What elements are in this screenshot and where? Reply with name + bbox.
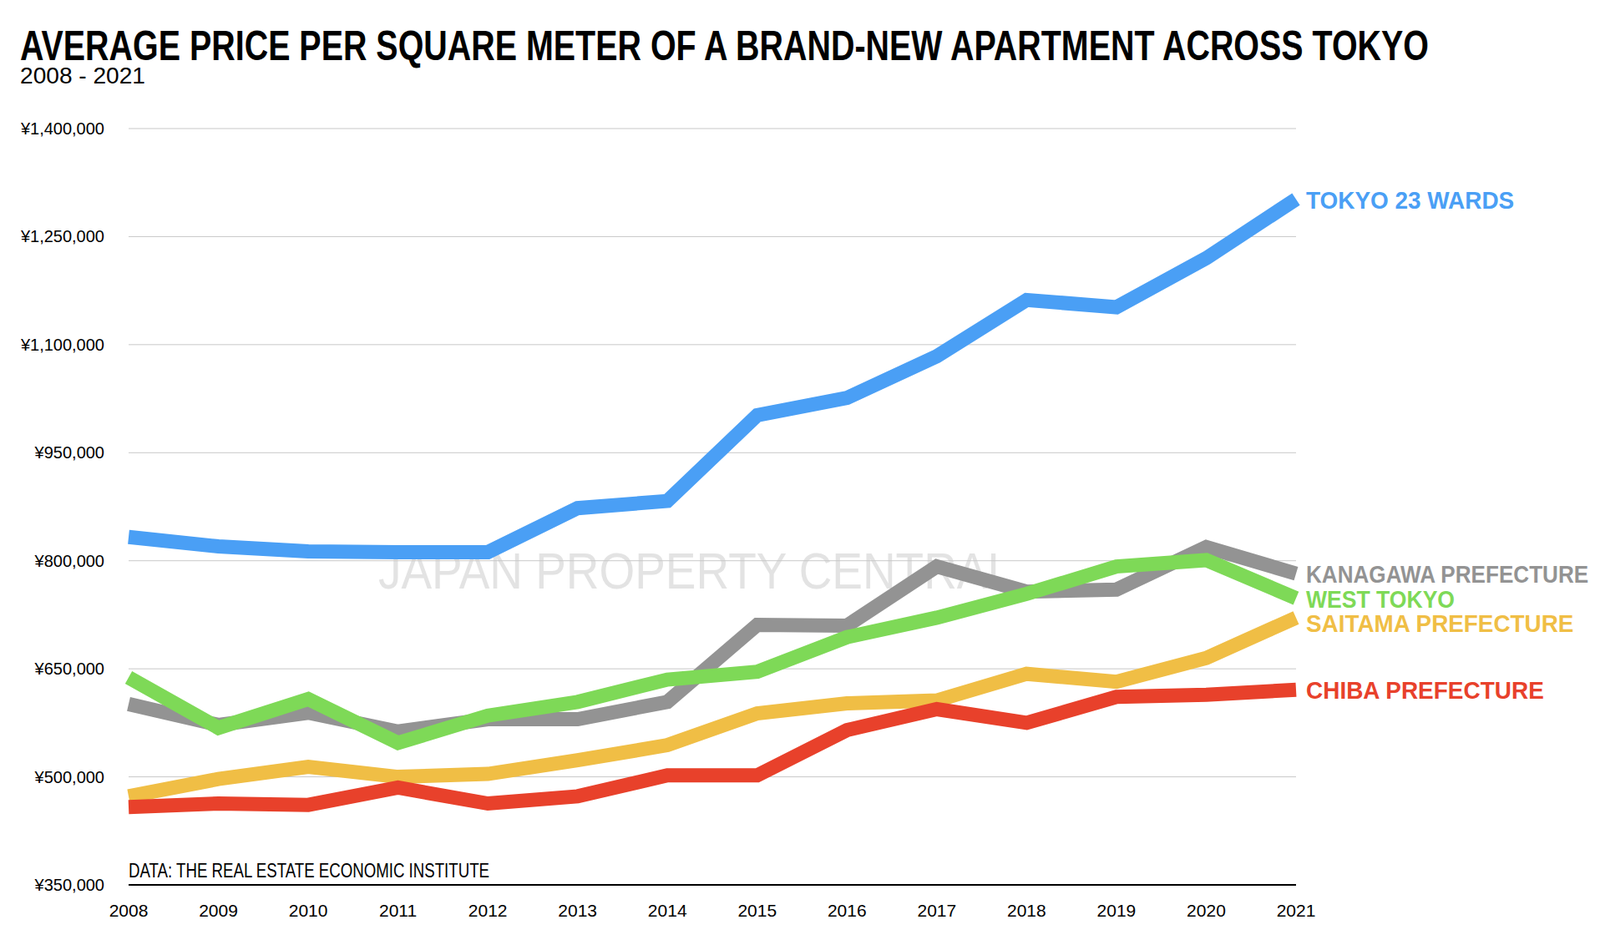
source: DATA: THE REAL ESTATE ECONOMIC INSTITUTE [128,860,490,882]
legend-label: CHIBA PREFECTURE [1306,677,1545,704]
x-tick-label: 2018 [1007,901,1047,921]
y-tick-label: ¥350,000 [34,875,105,895]
title: AVERAGE PRICE PER SQUARE METER OF A BRAN… [20,22,1429,70]
y-tick-label: ¥500,000 [34,768,105,787]
y-tick-label: ¥1,100,000 [20,335,105,355]
grid-line [128,128,1297,130]
y-tick-label: ¥650,000 [34,659,105,679]
y-tick-label: ¥800,000 [34,551,105,571]
legend-label: KANAGAWA PREFECTURE [1306,561,1589,588]
y-tick-label: ¥950,000 [34,443,105,462]
legend-label: WEST TOKYO [1306,586,1455,613]
x-tick-label: 2012 [468,901,508,921]
x-tick-label: 2011 [379,901,417,921]
x-tick-label: 2019 [1097,901,1137,921]
x-tick-label: 2021 [1276,901,1317,921]
legend-label: SAITAMA PREFECTURE [1306,610,1574,638]
subtitle: 2008 - 2021 [20,62,146,89]
grid-line [128,344,1297,345]
x-tick-label: 2014 [648,901,688,921]
chart: AVERAGE PRICE PER SQUARE METER OF A BRAN… [0,0,1600,945]
series-line [128,199,1297,553]
x-axis-line [128,884,1297,887]
x-tick-label: 2020 [1186,901,1226,921]
x-tick-label: 2017 [916,901,957,921]
y-tick-label: ¥1,250,000 [20,227,105,246]
x-tick-label: 2010 [288,901,329,921]
x-tick-label: 2008 [109,901,149,921]
y-tick-label: ¥1,400,000 [20,119,105,138]
x-tick-label: 2013 [557,901,598,921]
lines [128,199,1297,808]
legend-label: TOKYO 23 WARDS [1306,187,1514,214]
grid-line [128,236,1297,238]
x-tick-label: 2015 [737,901,777,921]
x-tick-label: 2009 [198,901,238,921]
series-line [128,560,1297,744]
grid [128,128,1297,886]
series-line [128,689,1297,808]
x-tick-label: 2016 [827,901,867,921]
